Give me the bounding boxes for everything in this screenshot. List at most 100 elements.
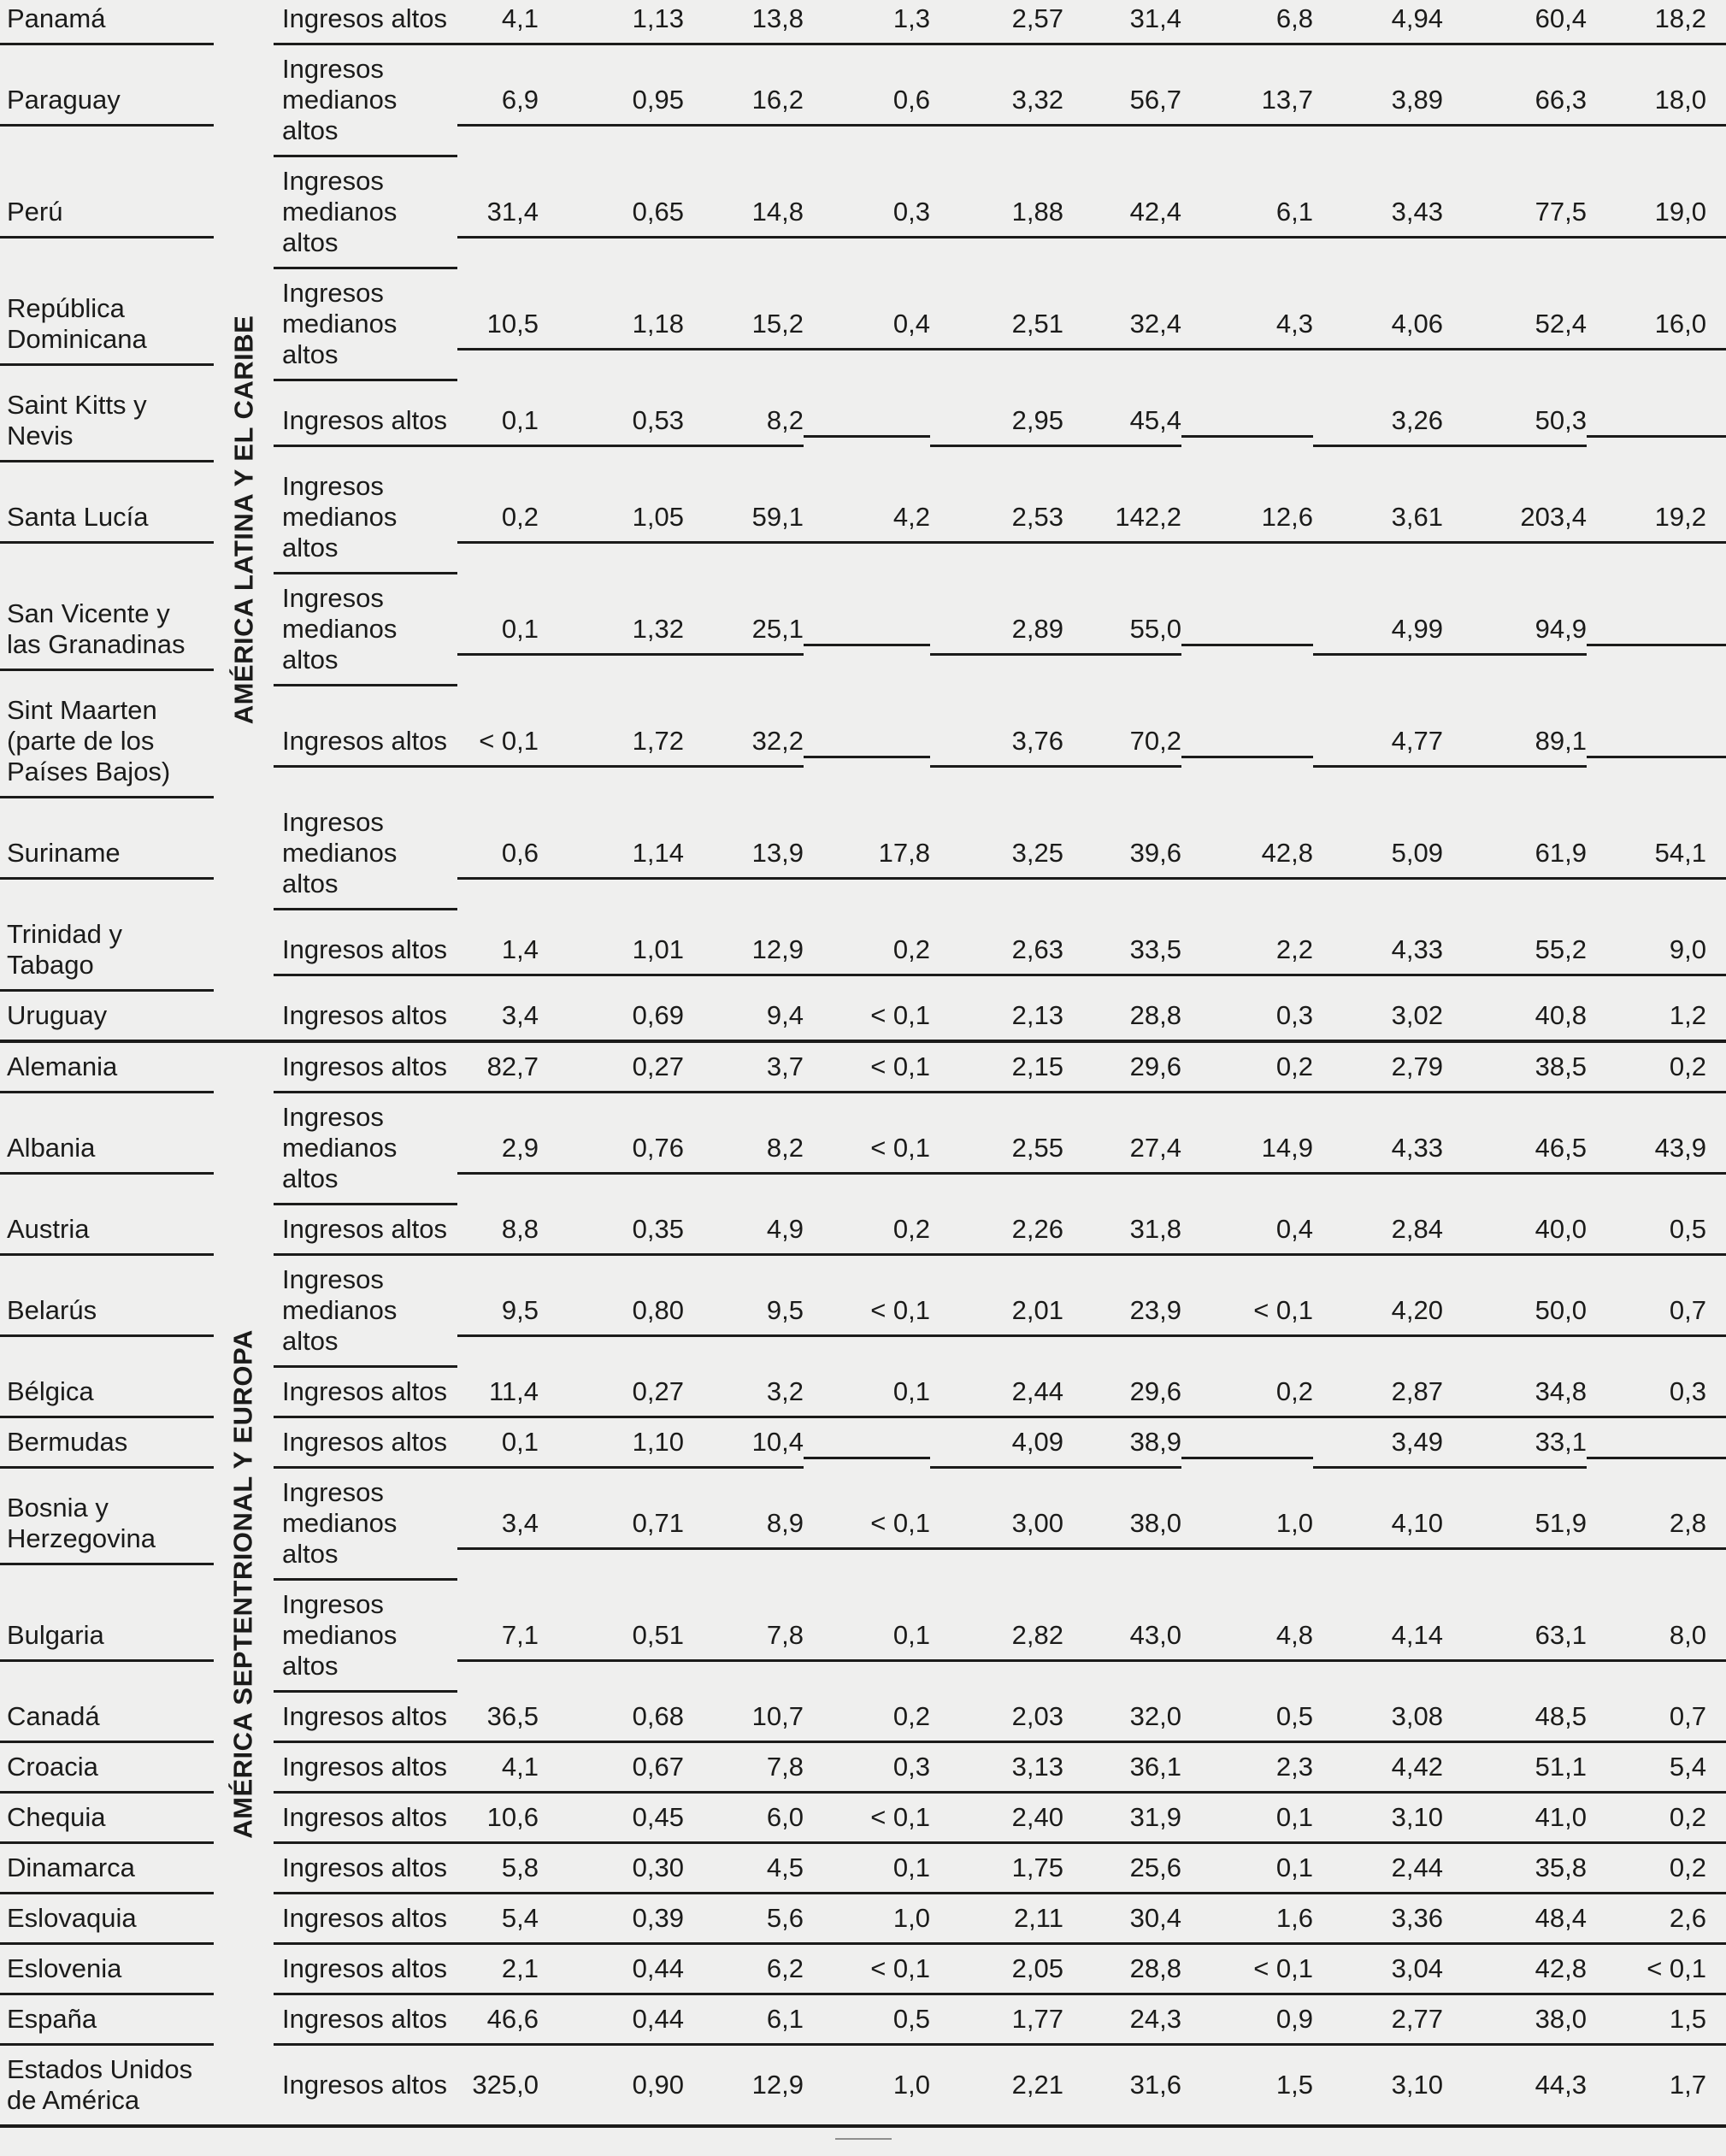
table-row: Albania Ingresos medianos altos 2,9 0,76 8,2… [0,1093,1726,1205]
value-cell: 2,82 [930,1611,1063,1662]
value-cell: 3,04 [1313,1945,1443,1995]
value-cell: 94,9 [1443,605,1587,656]
value-cell: 0,2 [1587,1844,1726,1894]
value-cell: 56,7 [1063,76,1181,127]
value-cell: 17,8 [804,829,930,880]
value-cell: 4,3 [1181,300,1313,350]
table-row: Saint Kitts y Nevis Ingresos altos 0,1 0,53… [0,381,1726,462]
value-cell [804,728,930,758]
value-cell: 0,95 [539,76,684,127]
value-cell: 1,5 [1587,1995,1726,2046]
country-cell: Bulgaria [0,1611,214,1662]
value-cell: 1,72 [539,717,684,768]
value-cell: 33,5 [1063,926,1181,976]
income-group-cell: Ingresos altos [274,1693,457,1743]
value-cell: 0,5 [804,1995,930,2046]
value-cell: 25,6 [1063,1844,1181,1894]
value-cell: 31,9 [1063,1794,1181,1844]
value-cell: 0,68 [539,1693,684,1743]
value-cell: 0,2 [1181,1043,1313,1093]
value-cell: 0,90 [632,2070,684,2100]
value-cell: 5,8 [457,1844,539,1894]
region-column-spacer [214,269,274,381]
value-cell: 1,18 [539,300,684,350]
footnote-divider [834,2138,892,2140]
value-cell: 2,40 [930,1794,1063,1844]
income-group-cell: Ingresos altos [274,1368,457,1418]
value-cell: 31,8 [1063,1205,1181,1256]
value-cell: 8,2 [684,397,804,447]
value-cell: 0,44 [539,1945,684,1995]
value-cell: 4,8 [1181,1611,1313,1662]
table-row: Alemania Ingresos altos 82,7 0,27 3,7 < 0,1 2,… [0,1043,1726,1093]
value-cell: 3,00 [930,1499,1063,1550]
value-cell: 6,2 [684,1945,804,1995]
value-cell: 29,6 [1063,1368,1181,1418]
value-cell: 4,2 [804,493,930,544]
value-cell: 1,5 [1275,2070,1313,2100]
value-cell: 2,1 [457,1945,539,1995]
country-cell: Bosnia y Herzegovina [0,1484,214,1565]
value-cell: 4,99 [1313,605,1443,656]
value-cell: 1,0 [892,2070,930,2100]
value-cell: 44,3 [1535,2070,1587,2100]
country-cell: Eslovenia [0,1945,214,1995]
region-column-spacer [214,2046,274,2124]
country-cell: Bélgica [0,1368,214,1418]
income-group-cell: Ingresos medianos altos [274,45,457,157]
value-cell: 38,0 [1443,1995,1587,2046]
value-cell: 0,3 [1275,1000,1313,1030]
value-cell: 32,4 [1063,300,1181,350]
value-cell: 8,2 [684,1124,804,1175]
value-cell: 2,13 [1011,1000,1063,1030]
value-cell: 2,2 [1181,926,1313,976]
value-cell: 28,8 [1063,1945,1181,1995]
value-cell: 2,01 [930,1287,1063,1337]
country-cell: Panamá [0,0,214,45]
value-cell: 3,43 [1313,188,1443,239]
value-cell: 55,2 [1443,926,1587,976]
value-cell: 0,4 [804,300,930,350]
value-cell: 41,0 [1443,1794,1587,1844]
region-column-spacer [214,1256,274,1368]
country-cell: Saint Kitts y Nevis [0,381,214,462]
value-cell [1181,1428,1313,1459]
value-cell [804,407,930,438]
table-row: Paraguay Ingresos medianos altos 6,9 0,95 16… [0,45,1726,157]
income-group-cell: Ingresos medianos altos [274,462,457,574]
value-cell: 6,0 [684,1794,804,1844]
country-cell: Chequia [0,1794,214,1844]
country-cell: Alemania [0,1043,214,1093]
income-group-cell: Ingresos medianos altos [274,1581,457,1693]
country-cell: Estados Unidos de América [7,2054,193,2115]
income-group-cell: Ingresos altos [282,2070,447,2100]
value-cell: 1,14 [539,829,684,880]
value-cell: 4,1 [457,0,539,45]
table-row: Dinamarca Ingresos altos 5,8 0,30 4,5 0,1 1,75… [0,1844,1726,1894]
table-row: Bulgaria Ingresos medianos altos 7,1 0,51 7,… [0,1581,1726,1693]
value-cell: 10,4 [684,1418,804,1469]
value-cell: 6,9 [457,76,539,127]
value-cell: 4,33 [1313,1124,1443,1175]
table-row: Uruguay Ingresos altos 3,4 0,69 9,4 < 0,1 2,13… [0,992,1726,1040]
region-column-spacer [214,0,274,45]
table-row: Suriname Ingresos medianos altos 0,6 1,14 13… [0,798,1726,910]
region-column-spacer [214,1469,274,1581]
value-cell: 13,7 [1181,76,1313,127]
value-cell: 1,77 [930,1995,1063,2046]
income-group-cell: Ingresos altos [274,1894,457,1945]
value-cell: 18,0 [1587,76,1726,127]
value-cell: 1,75 [930,1844,1063,1894]
table-row: Estados Unidos de América Ingresos altos 3… [0,2046,1726,2124]
region-column-spacer [214,157,274,269]
value-cell: 6,8 [1181,0,1313,45]
value-cell: 4,10 [1313,1499,1443,1550]
value-cell: 2,87 [1313,1368,1443,1418]
table-row: Sint Maarten (parte de los Países Bajos)… [0,686,1726,798]
value-cell: 1,2 [1669,1000,1706,1030]
table-row: Perú Ingresos medianos altos 31,4 0,65 14,8 0… [0,157,1726,269]
value-cell: 0,2 [1587,1794,1726,1844]
value-cell: 77,5 [1443,188,1587,239]
region-column-spacer [214,1794,274,1844]
